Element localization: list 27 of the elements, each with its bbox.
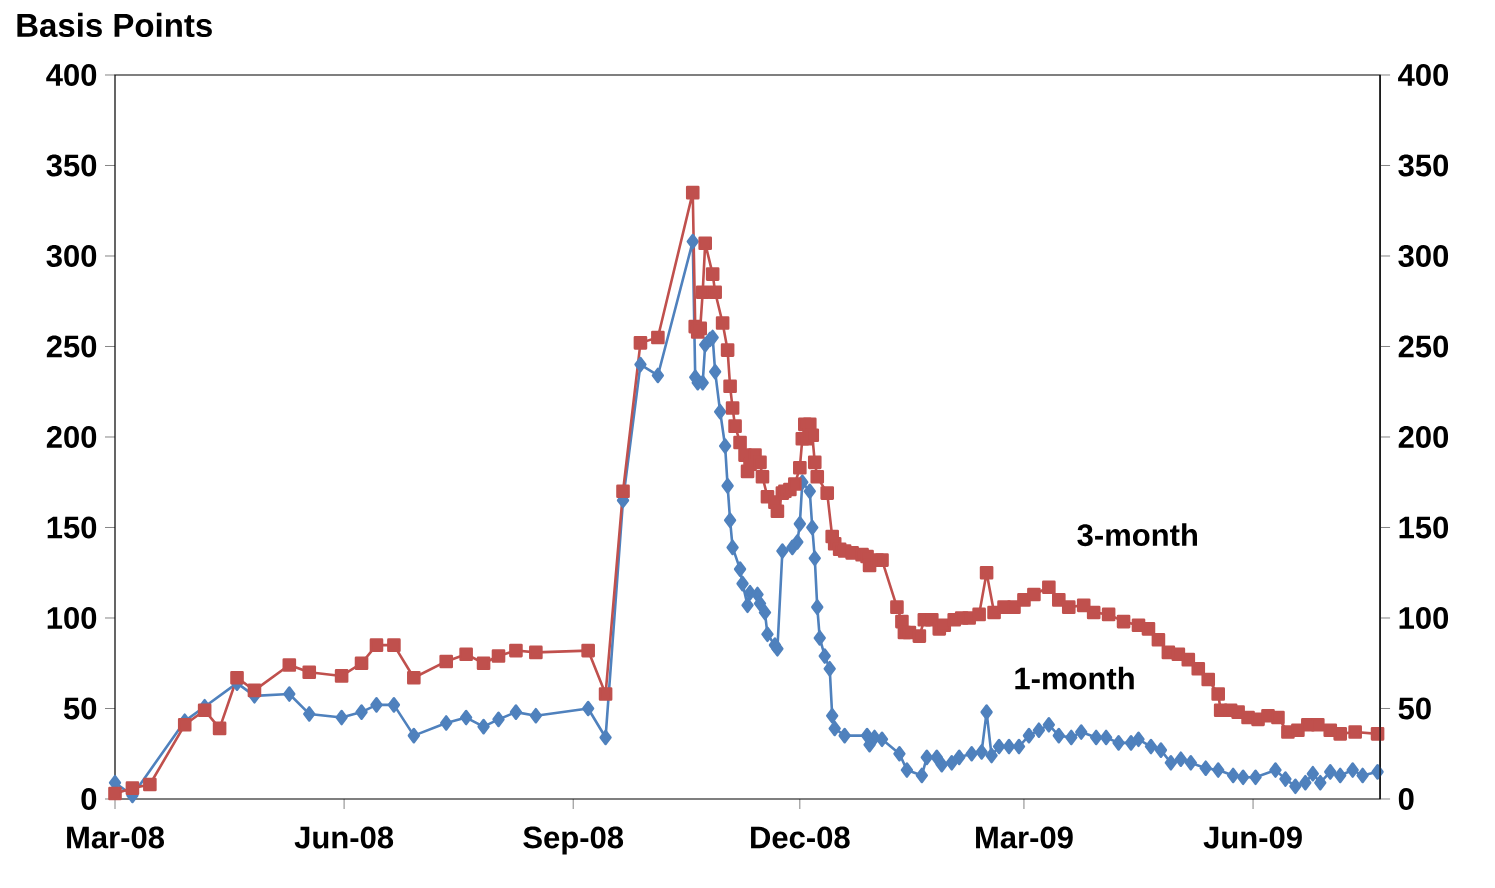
y2-tick-label: 50 [1398, 697, 1431, 720]
y-tick-label: 200 [46, 426, 97, 448]
y2-tick-label: 150 [1399, 516, 1449, 539]
x-tick-label: Dec-08 [751, 826, 850, 849]
y-tick-label: 50 [63, 697, 97, 720]
y2-tick-label: 250 [1398, 335, 1449, 358]
x-tick-label: Jun-08 [294, 826, 394, 849]
y-tick-label: 400 [46, 64, 97, 86]
y2-tick-label: 100 [1399, 607, 1449, 629]
y2-tick-label: 400 [1398, 64, 1449, 86]
y2-tick-label: 300 [1398, 245, 1449, 267]
x-tick-label: Mar-09 [976, 826, 1073, 849]
y-tick-label: 250 [46, 335, 97, 358]
y2-tick-label: 200 [1398, 426, 1449, 448]
y-tick-label: 300 [46, 245, 97, 267]
y-tick-label: 150 [47, 516, 97, 539]
y-tick-label: 0 [81, 788, 97, 810]
y-tick-label: 100 [47, 607, 97, 629]
y2-tick-label: 350 [1398, 154, 1449, 177]
series-label: 1-month [1015, 666, 1134, 690]
y-tick-label: 350 [46, 154, 97, 177]
x-tick-label: Mar-08 [67, 826, 165, 849]
y-axis-title: Basis Points [17, 12, 212, 38]
x-tick-label: Sep-08 [523, 826, 624, 855]
y2-tick-label: 0 [1398, 788, 1414, 810]
x-tick-label: Jun-09 [1203, 826, 1302, 849]
series-label: 3-month [1077, 523, 1197, 547]
